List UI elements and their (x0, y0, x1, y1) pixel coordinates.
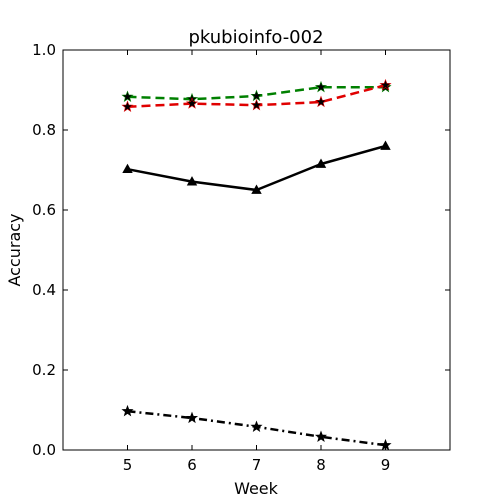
x-tick-label: 5 (123, 456, 133, 474)
series-3 (122, 140, 391, 194)
series-2-point (250, 98, 263, 111)
series-2-point (121, 100, 134, 112)
series-2-point (314, 95, 328, 108)
y-tick-label: 0.0 (32, 441, 56, 459)
series-3-point (380, 140, 391, 150)
series-3-point (251, 184, 262, 194)
series-4-point (314, 430, 328, 442)
x-tick-label: 9 (381, 456, 391, 474)
series-2-point (185, 97, 199, 109)
series-1-point (314, 80, 328, 93)
x-tick-label: 6 (187, 456, 197, 474)
series-4-point (121, 404, 134, 417)
series-layer (121, 78, 392, 451)
series-4-point (250, 420, 263, 432)
series-1-point (121, 90, 134, 102)
y-tick-label: 0.2 (32, 361, 56, 379)
chart-title: pkubioinfo-002 (188, 27, 323, 48)
series-4-point (185, 411, 199, 424)
series-4 (121, 404, 392, 451)
tick-layer: 5 6 7 8 9 0.0 0.2 0.4 0.6 0.8 1.0 (32, 41, 450, 474)
x-tick-label: 7 (252, 456, 262, 474)
series-3-point (315, 158, 327, 168)
series-2-point (379, 78, 392, 91)
y-axis-label: Accuracy (5, 213, 24, 286)
series-2 (121, 78, 392, 112)
y-tick-label: 0.6 (32, 201, 56, 219)
y-tick-label: 0.4 (32, 281, 56, 299)
x-tick-label: 8 (316, 456, 326, 474)
series-1-point (250, 89, 263, 102)
series-3-point (122, 163, 133, 174)
y-tick-label: 1.0 (32, 41, 56, 59)
plot-frame (62, 49, 451, 451)
x-axis-label: Week (234, 479, 279, 498)
series-3-point (186, 176, 198, 186)
y-tick-label: 0.8 (32, 121, 56, 139)
